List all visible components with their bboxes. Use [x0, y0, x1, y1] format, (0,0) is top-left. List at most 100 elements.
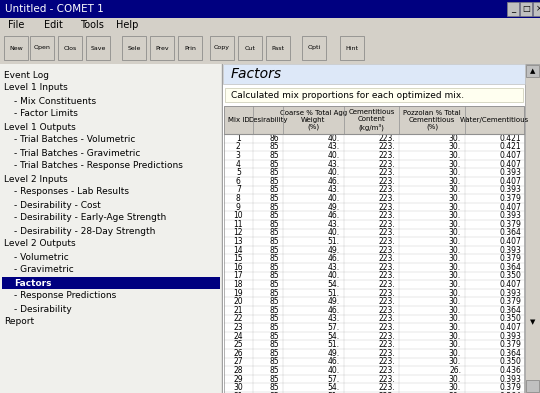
Text: - Response Predictions: - Response Predictions [14, 292, 116, 301]
Bar [526, 380, 539, 392]
Text: 40.: 40. [328, 366, 340, 375]
Text: 85: 85 [269, 306, 279, 315]
Text: 49.: 49. [328, 246, 340, 255]
Text: 7: 7 [236, 185, 241, 195]
Text: 0.421: 0.421 [500, 134, 521, 143]
Text: - Responses - Lab Results: - Responses - Lab Results [14, 187, 129, 196]
Text: 0.393: 0.393 [499, 211, 521, 220]
Text: 0.407: 0.407 [499, 203, 521, 211]
Text: 85: 85 [269, 263, 279, 272]
Text: 85: 85 [269, 237, 279, 246]
Text: 30.: 30. [449, 349, 461, 358]
Text: 0.407: 0.407 [499, 160, 521, 169]
Text: Level 1 Outputs: Level 1 Outputs [4, 123, 76, 132]
Text: 85: 85 [269, 177, 279, 186]
Text: 30.: 30. [449, 306, 461, 315]
Text: 30.: 30. [449, 237, 461, 246]
Text: Calculated mix proportions for each optimized mix.: Calculated mix proportions for each opti… [231, 90, 464, 99]
Text: 43.: 43. [328, 314, 340, 323]
Text: File: File [8, 20, 24, 30]
Text: Past: Past [272, 46, 285, 50]
Bar [0, 64, 222, 393]
Bar [224, 151, 524, 160]
Text: 0.421: 0.421 [500, 142, 521, 151]
Bar [224, 211, 524, 220]
Text: 223.: 223. [379, 323, 395, 332]
Text: 85: 85 [269, 383, 279, 392]
Text: 46.: 46. [328, 357, 340, 366]
Text: Edit: Edit [44, 20, 63, 30]
Text: 30.: 30. [449, 340, 461, 349]
Text: 0.393: 0.393 [499, 332, 521, 341]
Text: - Trial Batches - Gravimetric: - Trial Batches - Gravimetric [14, 149, 140, 158]
Text: Cementitious
Content
(kg/m³): Cementitious Content (kg/m³) [348, 109, 395, 131]
Text: 0.436: 0.436 [499, 366, 521, 375]
Text: 15: 15 [233, 254, 243, 263]
Text: 223.: 223. [379, 392, 395, 393]
Text: 40.: 40. [328, 134, 340, 143]
Bar [224, 177, 524, 185]
Bar [224, 280, 524, 289]
Text: - Trial Batches - Response Predictions: - Trial Batches - Response Predictions [14, 162, 183, 171]
Text: 54.: 54. [328, 383, 340, 392]
Text: 30.: 30. [449, 297, 461, 306]
Text: Pozzolan % Total
Cementitious
(%): Pozzolan % Total Cementitious (%) [403, 110, 461, 130]
Text: - Desirability - Cost: - Desirability - Cost [14, 200, 101, 209]
Text: 30.: 30. [449, 151, 461, 160]
Bar [224, 366, 524, 375]
Text: 51.: 51. [328, 340, 340, 349]
Text: 223.: 223. [379, 151, 395, 160]
Bar [224, 134, 524, 143]
Text: Opti: Opti [307, 46, 321, 50]
Text: 30.: 30. [449, 142, 461, 151]
Text: 30.: 30. [449, 272, 461, 280]
Text: 30.: 30. [449, 177, 461, 186]
Bar [238, 36, 262, 60]
Text: 30.: 30. [449, 254, 461, 263]
Bar [122, 36, 146, 60]
Text: 85: 85 [269, 185, 279, 195]
Bar [224, 194, 524, 203]
Text: 27: 27 [233, 357, 243, 366]
Text: 0.350: 0.350 [499, 357, 521, 366]
Text: Level 2 Outputs: Level 2 Outputs [4, 239, 76, 248]
Bar [224, 323, 524, 332]
Text: 0.379: 0.379 [499, 220, 521, 229]
Text: 30.: 30. [449, 160, 461, 169]
Text: 5: 5 [236, 168, 241, 177]
Text: 85: 85 [269, 220, 279, 229]
Text: 26.: 26. [449, 366, 461, 375]
Text: 223.: 223. [379, 177, 395, 186]
Text: 0.393: 0.393 [499, 375, 521, 384]
Bar [224, 306, 524, 315]
Bar [224, 298, 524, 306]
Text: - Mix Constituents: - Mix Constituents [14, 97, 96, 105]
Text: 54.: 54. [328, 280, 340, 289]
Bar [224, 254, 524, 263]
Bar [224, 203, 524, 211]
Text: 43.: 43. [328, 263, 340, 272]
Text: 10: 10 [233, 211, 243, 220]
Text: 0.379: 0.379 [499, 383, 521, 392]
Bar [224, 106, 524, 393]
Text: Sele: Sele [127, 46, 141, 50]
Text: - Desirability - 28-Day Strength: - Desirability - 28-Day Strength [14, 226, 156, 235]
Bar [178, 36, 202, 60]
Text: Tools: Tools [80, 20, 104, 30]
Bar [210, 36, 234, 60]
Text: 30.: 30. [449, 228, 461, 237]
Text: 85: 85 [269, 332, 279, 341]
Text: 85: 85 [269, 288, 279, 298]
Text: Event Log: Event Log [4, 70, 49, 79]
Text: 49.: 49. [328, 349, 340, 358]
Text: 223.: 223. [379, 314, 395, 323]
Text: 223.: 223. [379, 332, 395, 341]
Text: - Factor Limits: - Factor Limits [14, 110, 78, 119]
Text: 30.: 30. [449, 194, 461, 203]
Text: 223.: 223. [379, 228, 395, 237]
Bar [224, 263, 524, 272]
Text: 223.: 223. [379, 142, 395, 151]
Text: 223.: 223. [379, 254, 395, 263]
Bar [224, 237, 524, 246]
Bar [340, 36, 364, 60]
